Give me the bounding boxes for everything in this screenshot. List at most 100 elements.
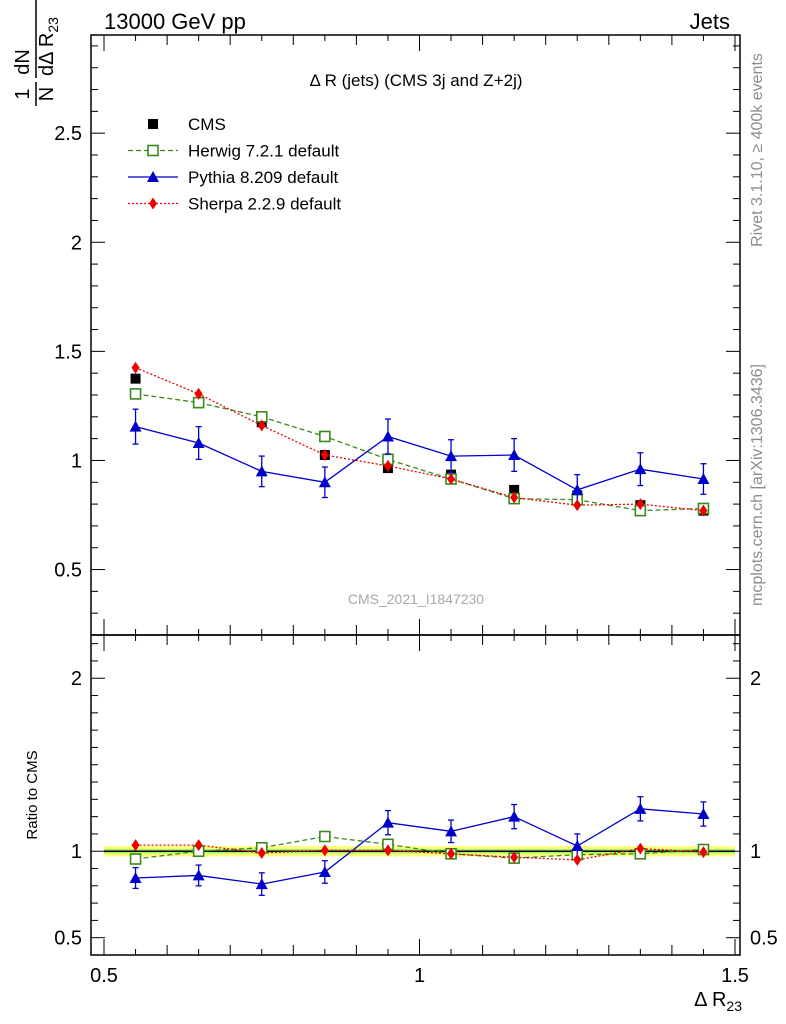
ratio-y-tick-label: 0.5 bbox=[54, 928, 82, 950]
ratio-y-tick-label-right: 1 bbox=[750, 841, 761, 863]
ratio-point-herwig bbox=[129, 853, 142, 865]
ratio-point-pythia bbox=[381, 816, 394, 828]
main-y-tick-label: 1.5 bbox=[54, 341, 82, 363]
ratio-point-sherpa bbox=[447, 847, 456, 860]
main-series-pythia bbox=[129, 408, 710, 506]
legend-marker-cms bbox=[148, 119, 158, 129]
x-axis-label: Δ R23 bbox=[694, 989, 742, 1014]
main-line-sherpa bbox=[135, 367, 704, 512]
ratio-point-pythia bbox=[508, 810, 521, 822]
ratio-series-pythia bbox=[129, 796, 710, 896]
ratio-plot-frame bbox=[90, 634, 741, 956]
main-point-pythia bbox=[508, 449, 521, 460]
main-point-sherpa bbox=[510, 491, 519, 504]
ylabel-dn: dN bbox=[12, 49, 34, 75]
ratio-point-sherpa bbox=[131, 839, 140, 852]
ratio-x-tick-label: 1 bbox=[414, 965, 425, 987]
ratio-y-label: Ratio to CMS bbox=[24, 750, 41, 839]
main-series-herwig bbox=[129, 388, 710, 517]
main-point-sherpa bbox=[573, 499, 582, 512]
main-point-pythia bbox=[634, 463, 647, 475]
ratio-line-herwig bbox=[135, 835, 704, 860]
legend-marker-herwig bbox=[147, 144, 159, 157]
main-point-sherpa bbox=[699, 504, 708, 517]
ylabel-n: N bbox=[36, 87, 58, 101]
main-y-tick-label: 0.5 bbox=[54, 560, 82, 582]
ratio-series-sherpa bbox=[131, 839, 708, 866]
header-right: Jets bbox=[690, 9, 730, 34]
ratio-axis-ticks: 0.5 0.5 1 1 2 2 0.5 1 1.5 bbox=[54, 635, 778, 987]
main-point-sherpa bbox=[131, 361, 140, 374]
main-point-pythia bbox=[381, 430, 394, 442]
main-point-cms bbox=[509, 484, 520, 495]
main-title: Δ R (jets) (CMS 3j and Z+2j) bbox=[309, 71, 522, 90]
main-point-pythia bbox=[571, 483, 584, 495]
header-left: 13000 GeV pp bbox=[104, 9, 246, 34]
legend-label-pythia: Pythia 8.209 default bbox=[188, 168, 339, 187]
main-point-herwig bbox=[129, 388, 142, 400]
ratio-y-tick-label-right: 0.5 bbox=[750, 928, 778, 950]
legend-label-cms: CMS bbox=[188, 115, 226, 134]
main-point-sherpa bbox=[383, 459, 392, 472]
ratio-point-sherpa bbox=[257, 846, 266, 859]
main-y-tick-label: 2 bbox=[71, 232, 82, 254]
ratio-point-pythia bbox=[634, 802, 647, 814]
ratio-series-layer bbox=[129, 796, 710, 896]
legend-label-herwig: Herwig 7.2.1 default bbox=[188, 142, 339, 161]
main-point-sherpa bbox=[194, 387, 203, 400]
main-panel: 0.5 1 1.5 2 2.5 Δ R (jets) (CMS 3j and Z+2j)… bbox=[12, 0, 741, 636]
ratio-point-sherpa bbox=[699, 846, 708, 859]
main-line-pythia bbox=[135, 426, 704, 491]
main-point-sherpa bbox=[636, 498, 645, 511]
main-point-sherpa bbox=[257, 419, 266, 432]
ylabel-dr-main: dΔ R bbox=[36, 33, 58, 76]
ratio-line-sherpa bbox=[135, 844, 704, 861]
main-point-sherpa bbox=[447, 473, 456, 485]
ratio-point-pythia bbox=[445, 825, 458, 837]
ratio-y-tick-label: 1 bbox=[71, 841, 82, 863]
main-point-pythia bbox=[445, 450, 458, 462]
ratio-point-pythia bbox=[571, 840, 584, 852]
ratio-point-herwig bbox=[319, 830, 331, 843]
main-y-label: 1 N dN dΔ R23 bbox=[12, 0, 61, 106]
legend-marker-pythia bbox=[147, 171, 159, 182]
legend-item-sherpa: Sherpa 2.2.9 default bbox=[128, 195, 341, 214]
main-y-tick-label: 2.5 bbox=[54, 123, 82, 145]
main-point-pythia bbox=[192, 437, 205, 448]
ratio-line-pythia bbox=[135, 808, 704, 885]
main-point-cms bbox=[130, 373, 141, 384]
main-y-tick-label: 1 bbox=[71, 450, 82, 472]
legend-item-pythia: Pythia 8.209 default bbox=[128, 168, 339, 187]
ratio-point-sherpa bbox=[194, 839, 203, 852]
ratio-point-sherpa bbox=[510, 851, 519, 864]
legend-marker-sherpa bbox=[149, 197, 157, 210]
ratio-point-pythia bbox=[129, 872, 142, 884]
ratio-point-sherpa bbox=[636, 842, 645, 855]
ratio-x-tick-label: 1.5 bbox=[721, 965, 749, 987]
ratio-panel: 0.5 0.5 1 1 2 2 0.5 1 1.5 Ratio to CMS Δ R23 bbox=[24, 634, 778, 1014]
ratio-point-sherpa bbox=[573, 853, 582, 866]
ratio-point-pythia bbox=[192, 869, 205, 881]
legend-label-sherpa: Sherpa 2.2.9 default bbox=[188, 195, 341, 214]
ratio-y-tick-label-right: 2 bbox=[750, 668, 761, 690]
main-series-sherpa bbox=[131, 361, 708, 517]
ylabel-dr-sub: 23 bbox=[45, 17, 61, 33]
main-point-pythia bbox=[255, 465, 268, 477]
main-point-pythia bbox=[697, 473, 710, 484]
main-series-cms bbox=[130, 373, 709, 516]
legend-item-cms: CMS bbox=[148, 115, 226, 134]
legend: CMS Herwig 7.2.1 default Pythia 8.209 defa… bbox=[128, 115, 341, 214]
ratio-x-tick-label: 0.5 bbox=[90, 965, 118, 987]
main-axis-ticks: 0.5 1 1.5 2 2.5 bbox=[54, 35, 740, 636]
rivet-version-note: Rivet 3.1.10, ≥ 400k events bbox=[749, 53, 766, 247]
ratio-point-pythia bbox=[318, 865, 331, 877]
legend-item-herwig: Herwig 7.2.1 default bbox=[128, 142, 339, 161]
x-label-main: Δ R bbox=[694, 989, 726, 1011]
ratio-y-tick-label: 2 bbox=[71, 668, 82, 690]
main-point-herwig bbox=[319, 430, 331, 443]
analysis-watermark: CMS_2021_I1847230 bbox=[348, 591, 484, 607]
ylabel-dr: dΔ R23 bbox=[36, 17, 61, 76]
ratio-point-sherpa bbox=[383, 844, 392, 857]
main-point-sherpa bbox=[320, 449, 329, 461]
